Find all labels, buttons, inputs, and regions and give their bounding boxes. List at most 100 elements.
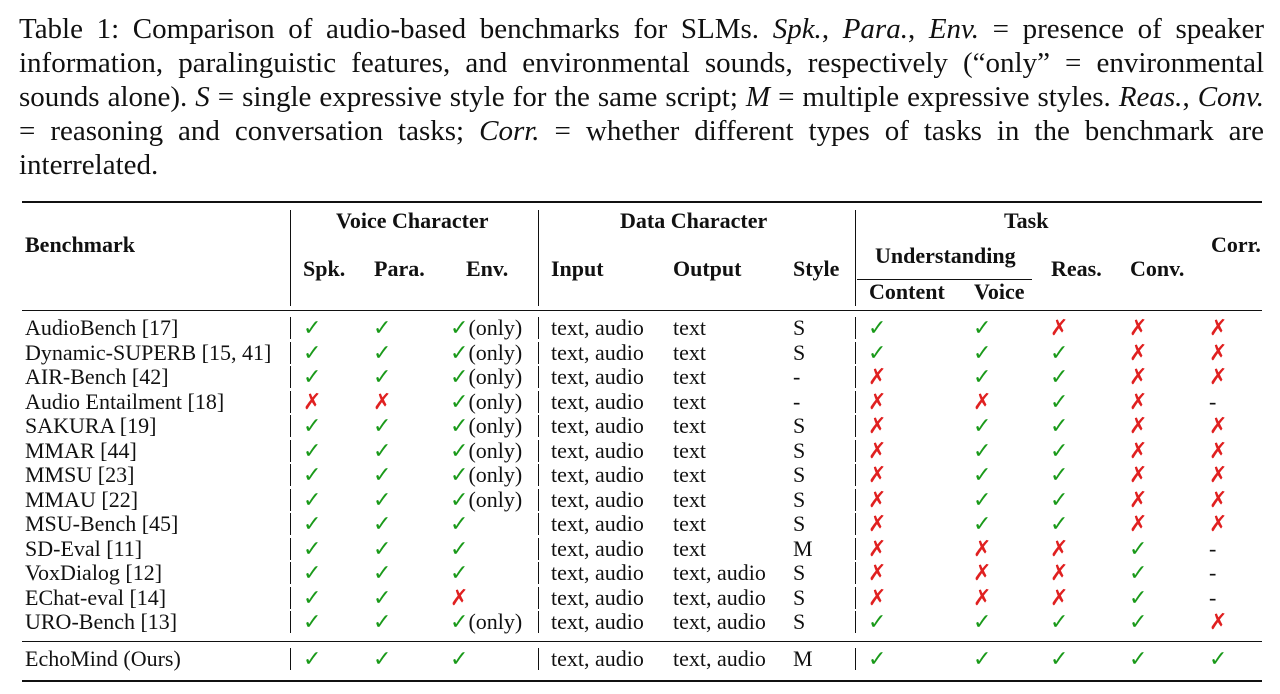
output-cell: text, audio	[673, 560, 766, 585]
benchmark-name: MMAR [44]	[25, 437, 137, 463]
table-ours-rule	[22, 641, 1262, 642]
header-divider-voice	[290, 210, 291, 306]
reas-mark: ✓	[1050, 609, 1069, 634]
spk-mark: ✓	[303, 560, 322, 585]
column-divider	[855, 439, 856, 462]
column-divider	[290, 439, 291, 462]
header-task: Task	[1004, 208, 1049, 233]
voice-mark: ✓	[973, 339, 992, 365]
para-mark: ✓	[373, 413, 392, 438]
spk-mark: ✓	[303, 486, 322, 512]
output-cell: text	[673, 413, 706, 438]
conv-mark: ✗	[1129, 486, 1148, 512]
column-divider	[855, 537, 856, 560]
content-mark: ✗	[868, 437, 887, 463]
corr-mark: ✗	[1209, 339, 1228, 365]
column-divider	[538, 648, 539, 670]
caption-label: Table 1: Comparison of audio-based bench…	[19, 13, 760, 45]
input-cell: text, audio	[551, 560, 644, 585]
env-mark: ✓(only)	[450, 364, 523, 389]
column-divider	[290, 513, 291, 535]
reas-mark: ✓	[1050, 511, 1069, 536]
corr-mark: -	[1209, 535, 1217, 561]
style-cell: S	[793, 315, 806, 340]
style-cell: S	[793, 339, 806, 365]
caption-text: Spk., Para., Env. = presence of speaker …	[19, 13, 1265, 181]
column-divider	[538, 537, 539, 560]
benchmark-name: MSU-Bench [45]	[25, 511, 179, 536]
style-cell: S	[793, 511, 806, 536]
content-mark: ✗	[868, 535, 887, 561]
input-cell: text, audio	[551, 339, 644, 365]
para-mark: ✓	[373, 437, 392, 463]
benchmark-name: URO-Bench [13]	[25, 609, 178, 634]
reas-mark: ✓	[1050, 437, 1069, 463]
spk-mark: ✓	[303, 315, 322, 340]
env-mark: ✗	[450, 584, 469, 610]
para-mark: ✓	[373, 364, 392, 389]
content-mark: ✗	[868, 560, 887, 585]
column-divider	[855, 341, 856, 364]
voice-mark: ✓	[973, 486, 992, 512]
output-cell: text	[673, 315, 706, 340]
input-cell: text, audio	[551, 584, 644, 610]
para-mark: ✓	[373, 339, 392, 365]
benchmark-name: MMAU [22]	[25, 486, 139, 512]
para-mark: ✓	[373, 315, 392, 340]
spk-mark: ✓	[303, 646, 322, 671]
env-mark: ✓(only)	[450, 388, 523, 414]
input-cell: text, audio	[551, 388, 644, 414]
spk-mark: ✓	[303, 364, 322, 389]
corr-mark: -	[1209, 560, 1217, 585]
corr-mark: -	[1209, 584, 1217, 610]
header-input: Input	[551, 256, 604, 281]
voice-mark: ✗	[973, 584, 992, 610]
para-mark: ✓	[373, 584, 392, 610]
column-divider	[290, 390, 291, 413]
column-divider	[290, 586, 291, 609]
style-cell: S	[793, 413, 806, 438]
reas-mark: ✓	[1050, 364, 1069, 389]
style-cell: S	[793, 560, 806, 585]
benchmark-name: EChat-eval [14]	[25, 584, 167, 610]
corr-mark: ✓	[1209, 646, 1228, 671]
para-mark: ✓	[373, 609, 392, 634]
para-mark: ✓	[373, 462, 392, 487]
column-divider	[855, 648, 856, 670]
conv-mark: ✓	[1129, 646, 1148, 671]
content-mark: ✗	[868, 413, 887, 438]
spk-mark: ✓	[303, 339, 322, 365]
para-mark: ✓	[373, 486, 392, 512]
benchmark-name: AudioBench [17]	[25, 315, 179, 340]
style-cell: S	[793, 437, 806, 463]
table-top-rule	[22, 201, 1262, 203]
column-divider	[855, 464, 856, 486]
column-divider	[855, 317, 856, 339]
conv-mark: ✗	[1129, 437, 1148, 463]
input-cell: text, audio	[551, 511, 644, 536]
style-cell: M	[793, 646, 813, 671]
para-mark: ✓	[373, 646, 392, 671]
env-mark: ✓(only)	[450, 462, 523, 487]
voice-mark: ✓	[973, 511, 992, 536]
voice-mark: ✓	[973, 413, 992, 438]
output-cell: text, audio	[673, 609, 766, 634]
column-divider	[290, 648, 291, 670]
benchmark-name: EchoMind (Ours)	[25, 646, 181, 671]
benchmark-name: Audio Entailment [18]	[25, 388, 225, 414]
column-divider	[290, 341, 291, 364]
content-mark: ✗	[868, 584, 887, 610]
header-corr: Corr.	[1211, 232, 1261, 257]
column-divider	[290, 415, 291, 437]
corr-mark: ✗	[1209, 315, 1228, 340]
column-divider	[855, 390, 856, 413]
corr-mark: ✗	[1209, 413, 1228, 438]
content-mark: ✓	[868, 646, 887, 671]
content-mark: ✗	[868, 388, 887, 414]
table-header-rule	[22, 310, 1262, 311]
column-divider	[855, 562, 856, 584]
spk-mark: ✓	[303, 609, 322, 634]
voice-mark: ✗	[973, 560, 992, 585]
corr-mark: ✗	[1209, 364, 1228, 389]
voice-mark: ✓	[973, 646, 992, 671]
